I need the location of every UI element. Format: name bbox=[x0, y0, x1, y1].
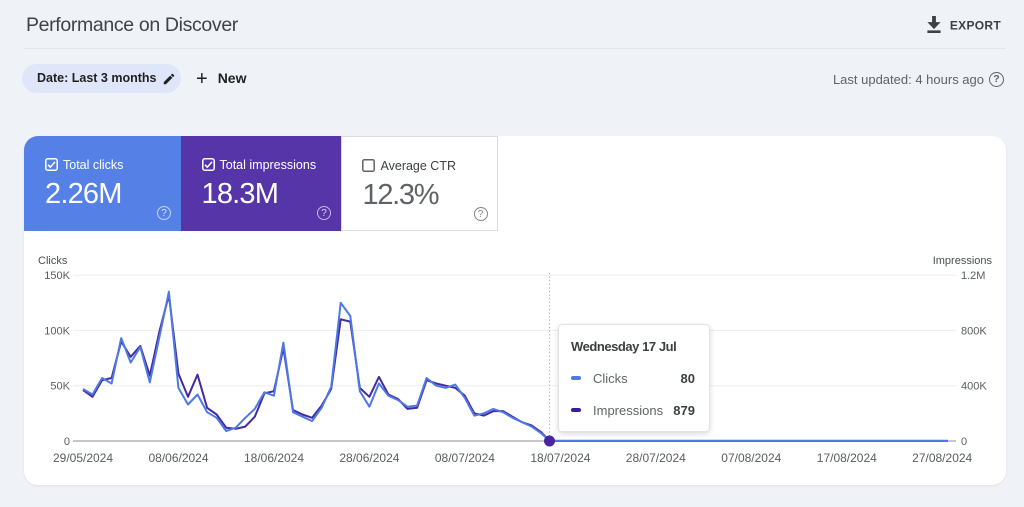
svg-text:Impressions: Impressions bbox=[933, 255, 993, 267]
svg-text:18/06/2024: 18/06/2024 bbox=[244, 451, 304, 465]
svg-text:27/08/2024: 27/08/2024 bbox=[912, 451, 972, 465]
svg-text:1.2M: 1.2M bbox=[961, 270, 985, 282]
svg-text:29/05/2024: 29/05/2024 bbox=[53, 451, 113, 465]
svg-text:800K: 800K bbox=[961, 325, 987, 337]
svg-text:07/08/2024: 07/08/2024 bbox=[721, 451, 781, 465]
svg-text:28/07/2024: 28/07/2024 bbox=[626, 451, 686, 465]
svg-text:17/08/2024: 17/08/2024 bbox=[817, 451, 877, 465]
svg-text:0: 0 bbox=[961, 436, 967, 448]
svg-text:08/06/2024: 08/06/2024 bbox=[148, 451, 208, 465]
svg-text:18/07/2024: 18/07/2024 bbox=[530, 451, 590, 465]
svg-text:08/07/2024: 08/07/2024 bbox=[435, 451, 495, 465]
svg-text:0: 0 bbox=[64, 436, 70, 448]
svg-text:50K: 50K bbox=[50, 381, 70, 393]
svg-text:100K: 100K bbox=[44, 325, 70, 337]
svg-text:150K: 150K bbox=[44, 270, 70, 282]
svg-text:400K: 400K bbox=[961, 381, 987, 393]
svg-text:Clicks: Clicks bbox=[38, 255, 68, 267]
svg-text:28/06/2024: 28/06/2024 bbox=[339, 451, 399, 465]
